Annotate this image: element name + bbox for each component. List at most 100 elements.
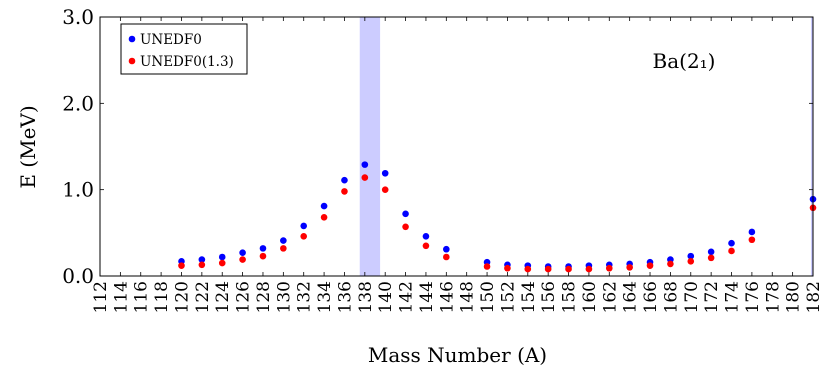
y-tick-label: 0.0 [62,264,94,288]
x-tick-label: 140 [376,281,396,313]
data-point [524,265,532,273]
x-tick-label: 164 [621,281,641,313]
data-point [300,232,308,240]
data-point [728,247,735,255]
x-tick-label: 158 [560,281,580,313]
data-point [320,213,328,221]
legend-label: UNEDF0 [140,32,202,48]
highlight-band [359,17,381,276]
data-point [320,202,328,210]
plot-frame [99,16,814,277]
data-point [300,222,308,230]
legend-marker [128,57,136,65]
data-point [239,256,246,263]
data-point [402,210,409,218]
x-tick-label: 132 [295,281,315,313]
panel-annotation: Ba(2₁) [653,49,716,73]
axis-ticks: 112 114 116 118 120 122 124 126 128 130 132 134 136 1… [62,5,824,313]
data-point [198,256,206,263]
data-point [443,253,450,261]
x-tick-label: 118 [152,281,172,313]
x-tick-label: 156 [539,281,559,313]
data-point [504,264,511,272]
legend-label: UNEDF0(1.3) [140,54,234,70]
data-point [605,264,613,272]
x-tick-label: 178 [763,281,783,313]
data-point [178,262,185,269]
x-tick-label: 160 [580,281,600,313]
x-tick-label: 176 [743,281,763,313]
data-point [687,252,695,260]
data-point [341,176,348,184]
x-tick-label: 138 [356,281,376,313]
y-tick-label: 2.0 [62,91,94,115]
data-point [198,261,206,269]
data-point [341,188,348,195]
legend: UNEDF0 UNEDF0(1.3) [120,23,248,75]
data-points [178,161,817,273]
data-point [280,245,287,252]
y-axis-label: E (MeV) [16,105,40,188]
data-point [748,236,756,244]
data-point [218,259,226,267]
x-axis-label: Mass Number (A) [368,343,547,367]
data-point [259,245,267,252]
x-tick-label: 128 [254,281,274,313]
x-tick-label: 168 [661,281,681,313]
data-point [381,186,389,193]
x-tick-label: 122 [193,281,213,313]
data-point [707,248,715,256]
data-point [687,258,695,265]
data-point [422,232,430,240]
data-point [748,228,756,236]
x-tick-label: 136 [335,281,355,313]
x-tick-label: 172 [702,281,722,313]
data-point [381,169,389,177]
x-tick-label: 130 [274,281,294,313]
x-tick-label: 170 [682,281,702,313]
data-point [667,260,674,268]
x-tick-label: 152 [498,281,518,313]
x-tick-label: 148 [458,281,478,313]
x-tick-label: 146 [437,281,457,313]
data-point [422,242,430,250]
x-tick-label: 114 [111,281,131,313]
data-point [728,239,735,247]
data-point [361,174,369,181]
data-point [565,265,572,273]
data-point [483,263,491,270]
x-tick-label: 120 [172,281,192,313]
x-tick-label: 154 [519,281,539,313]
x-tick-label: 162 [600,281,620,313]
highlight-band [810,17,813,276]
x-tick-label: 134 [315,281,335,313]
x-tick-label: 126 [234,281,254,313]
data-point [361,161,369,168]
legend-marker [128,35,136,43]
data-point [280,237,287,244]
data-point [544,265,552,273]
data-point [585,265,593,273]
data-point [218,253,226,261]
x-tick-label: 182 [804,281,824,313]
data-point [626,264,633,271]
x-tick-label: 150 [478,281,498,313]
x-tick-label: 166 [641,281,661,313]
x-tick-label: 116 [132,281,152,313]
x-tick-label: 112 [91,281,111,313]
data-point [646,262,654,269]
x-tick-label: 180 [784,281,804,313]
y-tick-label: 1.0 [62,178,94,202]
x-tick-label: 174 [723,281,743,313]
data-point [402,223,409,231]
data-point [443,245,450,253]
highlight-bands [359,17,813,276]
y-tick-label: 3.0 [62,5,94,29]
x-tick-label: 124 [213,281,233,313]
legend-box [120,23,248,75]
data-point [239,249,246,256]
x-tick-label: 144 [417,281,437,313]
x-tick-label: 142 [397,281,417,313]
data-point [707,254,715,262]
